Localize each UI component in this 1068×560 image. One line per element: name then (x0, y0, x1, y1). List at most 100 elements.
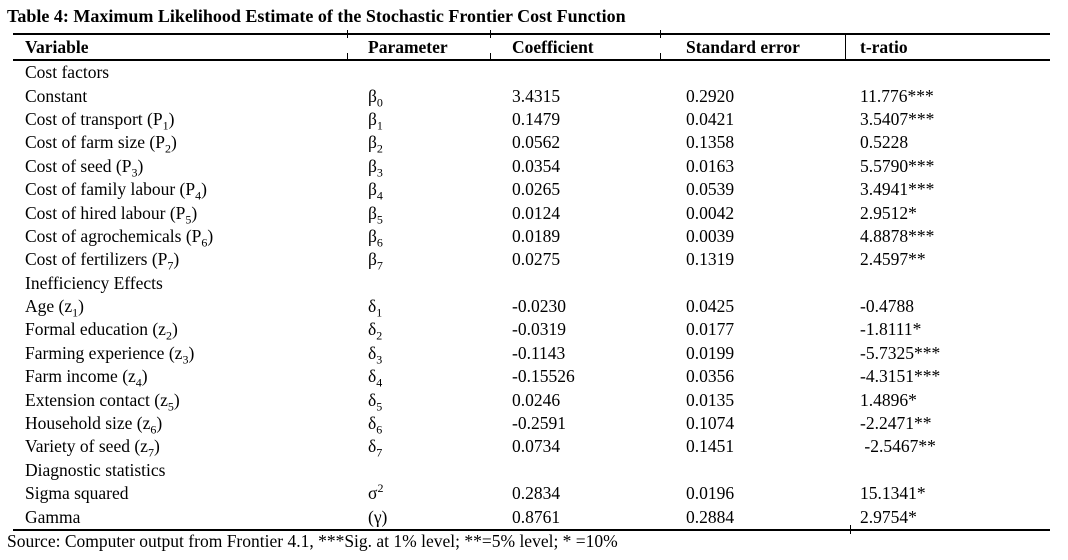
cell-parameter: δ7 (368, 436, 383, 459)
cell-coefficient: -0.0319 (512, 319, 566, 340)
cell-coefficient: 0.0189 (512, 225, 561, 246)
empty-cell (660, 60, 845, 84)
section-header-row: Cost factors (13, 60, 1050, 84)
empty-cell (490, 459, 660, 482)
cell-variable: Extension contact (z5) (25, 389, 180, 412)
cell-t-ratio: -2.5467** (860, 436, 936, 457)
cell-coefficient: 0.1479 (512, 108, 561, 129)
column-boundary-tick (490, 30, 491, 38)
cell-std-error: 0.0539 (686, 179, 735, 200)
cell-coefficient: 0.0734 (512, 436, 561, 457)
empty-cell (347, 60, 490, 84)
table-row: Gamma (γ) 0.8761 0.2884 2.9754* (13, 505, 1050, 529)
cell-t-ratio: -5.7325*** (860, 342, 941, 363)
cell-t-ratio: -0.4788 (860, 296, 914, 317)
cell-variable: Sigma squared (25, 483, 129, 504)
cell-variable: Household size (z6) (25, 413, 163, 436)
section-title: Diagnostic statistics (25, 459, 166, 480)
cell-parameter: δ3 (368, 342, 383, 366)
table-row: Cost of transport (P1) β1 0.1479 0.0421 3.54… (13, 108, 1050, 131)
cell-variable: Formal education (z2) (25, 319, 178, 342)
cell-coefficient: -0.2591 (512, 413, 566, 434)
cell-std-error: 0.0425 (686, 296, 735, 317)
column-boundary-tick (347, 30, 348, 38)
cell-variable: Variety of seed (z7) (25, 436, 160, 459)
table-row: Cost of family labour (P4) β4 0.0265 0.0539… (13, 178, 1050, 201)
col-header-coefficient: Coefficient (490, 34, 660, 61)
cell-t-ratio: -1.8111* (860, 319, 922, 340)
empty-cell (347, 459, 490, 482)
cell-variable: Farming experience (z3) (25, 342, 195, 366)
cell-t-ratio: -2.2471** (860, 413, 932, 434)
cell-t-ratio: 0.5228 (860, 132, 909, 153)
empty-cell (845, 272, 1050, 295)
cell-parameter: β4 (368, 179, 383, 202)
col-header-standard-error: Standard error (660, 34, 845, 61)
table-row: Constant β0 3.4315 0.2920 11.776*** (13, 84, 1050, 108)
cell-coefficient: 0.0354 (512, 155, 561, 176)
col-header-t-ratio: t-ratio (845, 34, 1050, 61)
column-boundary-tick (660, 53, 661, 61)
cell-t-ratio: 2.4597** (860, 249, 926, 270)
results-table: Variable Parameter Coefficient Standard … (13, 33, 1050, 531)
cell-variable: Cost of transport (P1) (25, 108, 175, 132)
cell-std-error: 0.1319 (686, 249, 735, 270)
cell-variable: Cost of seed (P3) (25, 155, 144, 178)
empty-cell (490, 272, 660, 295)
cell-parameter: σ2 (368, 482, 384, 504)
cell-variable: Age (z1) (25, 296, 84, 319)
cell-parameter: β7 (368, 249, 383, 272)
cell-coefficient: 0.0265 (512, 179, 561, 200)
cell-variable: Gamma (25, 506, 81, 527)
cell-t-ratio: 1.4896* (860, 389, 917, 410)
cell-parameter: δ1 (368, 296, 383, 319)
empty-cell (347, 272, 490, 295)
column-boundary-tick (490, 53, 491, 61)
cell-std-error: 0.1358 (686, 132, 735, 153)
column-boundary-tick (660, 30, 661, 38)
table-row: Age (z1) δ1 -0.0230 0.0425 -0.4788 (13, 295, 1050, 318)
empty-cell (660, 459, 845, 482)
cell-std-error: 0.0196 (686, 483, 735, 504)
cell-coefficient: 0.0275 (512, 249, 561, 270)
section-header-row: Inefficiency Effects (13, 272, 1050, 295)
cell-parameter: β2 (368, 132, 383, 155)
section-title: Inefficiency Effects (25, 272, 163, 293)
cell-t-ratio: 4.8878*** (860, 225, 935, 246)
section-header-row: Diagnostic statistics (13, 459, 1050, 482)
cell-t-ratio: -4.3151*** (860, 366, 941, 387)
empty-cell (845, 459, 1050, 482)
cell-variable: Farm income (z4) (25, 366, 148, 389)
cell-coefficient: 0.0124 (512, 202, 561, 223)
table-row: Variety of seed (z7) δ7 0.0734 0.1451 -2.54… (13, 435, 1050, 458)
empty-cell (660, 272, 845, 295)
cell-t-ratio: 3.5407*** (860, 108, 935, 129)
column-boundary-tick (850, 525, 851, 534)
cell-std-error: 0.2884 (686, 506, 735, 527)
cell-coefficient: 0.0562 (512, 132, 561, 153)
table-caption: Table 4: Maximum Likelihood Estimate of … (7, 6, 626, 26)
cell-std-error: 0.0042 (686, 202, 735, 223)
column-boundary-tick (845, 33, 846, 59)
table-row: Cost of seed (P3) β3 0.0354 0.0163 5.5790*** (13, 155, 1050, 178)
cell-parameter: β3 (368, 155, 383, 178)
cell-std-error: 0.2920 (686, 85, 735, 106)
cell-parameter: δ5 (368, 389, 383, 412)
table-row: Cost of fertilizers (P7) β7 0.0275 0.1319 2.… (13, 248, 1050, 271)
cell-coefficient: 0.2834 (512, 483, 561, 504)
col-header-parameter: Parameter (347, 34, 490, 61)
cell-t-ratio: 2.9754* (860, 506, 917, 527)
cell-parameter: β6 (368, 225, 383, 249)
section-title: Cost factors (25, 62, 110, 83)
cell-coefficient: 0.0246 (512, 389, 561, 410)
table-row: Farm income (z4) δ4 -0.15526 0.0356 -4.3151*… (13, 365, 1050, 388)
column-boundary-tick (347, 53, 348, 61)
cell-std-error: 0.0421 (686, 108, 735, 129)
cell-std-error: 0.0163 (686, 155, 735, 176)
cell-coefficient: 3.4315 (512, 85, 561, 106)
cell-coefficient: -0.0230 (512, 296, 566, 317)
table-row: Formal education (z2) δ2 -0.0319 0.0177 -1.8… (13, 318, 1050, 341)
cell-t-ratio: 15.1341* (860, 483, 926, 504)
cell-parameter: β0 (368, 85, 383, 108)
